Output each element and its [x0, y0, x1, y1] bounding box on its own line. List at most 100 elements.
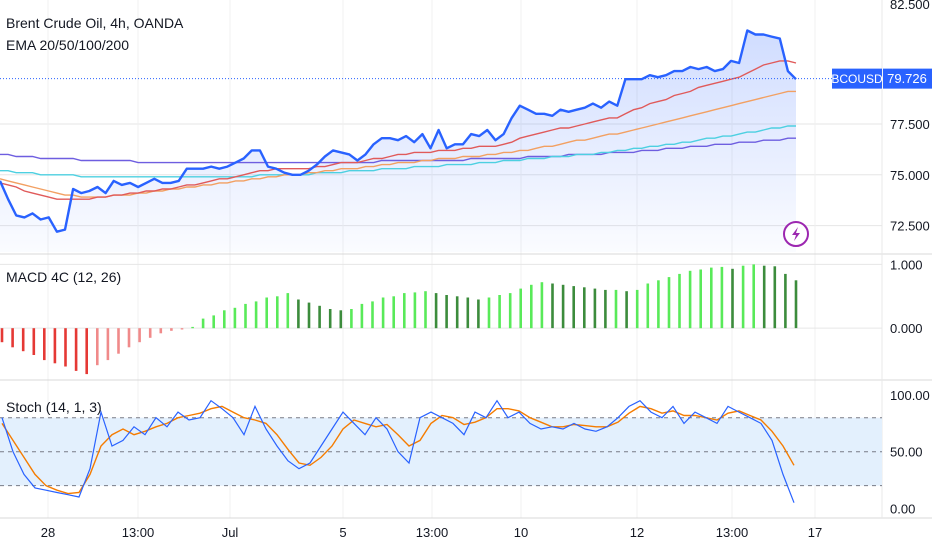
macd-bar[interactable] [138, 328, 141, 343]
stoch-k-line[interactable] [1, 399, 795, 503]
macd-bar[interactable] [64, 328, 67, 367]
macd-bar[interactable] [519, 288, 522, 329]
macd-bar[interactable] [773, 266, 777, 329]
macd-bar[interactable] [21, 328, 25, 352]
macd-bar[interactable] [614, 289, 618, 329]
symbol-label: BCOUSD [831, 72, 883, 86]
time-tick-label: 13:00 [122, 525, 155, 540]
macd-bar[interactable] [434, 293, 438, 329]
macd-bar[interactable] [403, 293, 406, 329]
macd-bar[interactable] [413, 292, 417, 329]
macd-bar[interactable] [180, 328, 184, 330]
macd-bar[interactable] [540, 282, 544, 329]
macd-bar[interactable] [498, 295, 501, 329]
macd-bar[interactable] [223, 310, 226, 329]
macd-bar[interactable] [678, 273, 681, 329]
macd-bar[interactable] [201, 318, 205, 329]
macd-bar[interactable] [667, 277, 671, 329]
macd-bar[interactable] [11, 328, 14, 348]
macd-bar[interactable] [297, 299, 300, 329]
macd-bar[interactable] [276, 296, 279, 329]
macd-histogram[interactable] [0, 264, 798, 375]
macd-bar[interactable] [286, 293, 290, 329]
macd-tick-label: 1.000 [890, 257, 923, 272]
macd-bar[interactable] [424, 291, 427, 329]
macd-bar[interactable] [466, 297, 470, 329]
macd-axis[interactable]: 1.000 0.000 [890, 257, 923, 336]
macd-bar[interactable] [360, 303, 364, 329]
stoch-tick-label: 100.00 [890, 388, 930, 403]
macd-bar[interactable] [720, 266, 724, 329]
macd-bar[interactable] [530, 284, 533, 329]
macd-bar[interactable] [212, 315, 215, 329]
time-tick-label: 10 [514, 525, 528, 540]
macd-bar[interactable] [307, 302, 311, 329]
stoch-tick-label: 0.00 [890, 501, 915, 516]
macd-bar[interactable] [455, 296, 459, 329]
macd-bar[interactable] [604, 289, 607, 329]
macd-bar[interactable] [265, 297, 268, 329]
macd-bar[interactable] [794, 280, 798, 329]
macd-bar[interactable] [752, 264, 755, 329]
macd-bar[interactable] [117, 328, 120, 354]
macd-bar[interactable] [508, 293, 512, 329]
macd-bar[interactable] [32, 328, 36, 355]
macd-bar[interactable] [784, 273, 787, 329]
macd-bar[interactable] [699, 269, 702, 329]
stoch-d-line[interactable] [1, 405, 795, 495]
macd-bar[interactable] [635, 289, 639, 329]
macd-bar[interactable] [339, 310, 343, 329]
price-line[interactable] [0, 29, 797, 233]
stoch-axis[interactable]: 100.00 50.00 0.00 [890, 388, 930, 516]
macd-bar[interactable] [0, 328, 4, 343]
macd-bar[interactable] [43, 328, 46, 361]
macd-bar[interactable] [477, 299, 480, 329]
time-tick-label: 13:00 [416, 525, 449, 540]
ema100-line[interactable] [0, 125, 796, 178]
macd-bar[interactable] [53, 328, 57, 364]
macd-bar[interactable] [487, 297, 491, 329]
macd-bar[interactable] [350, 309, 353, 329]
macd-bar[interactable] [551, 283, 554, 329]
macd-bar[interactable] [381, 297, 385, 329]
ema20-line[interactable] [0, 60, 797, 200]
macd-bar[interactable] [445, 295, 448, 329]
macd-bar[interactable] [170, 328, 173, 331]
macd-bar[interactable] [392, 296, 395, 329]
macd-bar[interactable] [710, 267, 713, 329]
macd-bar[interactable] [233, 307, 237, 329]
macd-bar[interactable] [688, 270, 692, 329]
ema200-line[interactable] [0, 137, 796, 164]
macd-bar[interactable] [244, 303, 247, 329]
macd-bar[interactable] [74, 328, 78, 371]
macd-bar[interactable] [328, 309, 332, 329]
price-axis[interactable]: 72.500 75.000 77.500 82.500 [890, 0, 930, 234]
macd-bar[interactable] [741, 265, 745, 329]
macd-bar[interactable] [625, 291, 628, 329]
last-price-value: 79.726 [887, 71, 927, 86]
price-pane[interactable] [0, 29, 882, 253]
macd-bar[interactable] [191, 326, 194, 329]
macd-bar[interactable] [371, 301, 374, 329]
macd-bar[interactable] [85, 328, 88, 375]
macd-bar[interactable] [127, 328, 131, 348]
ema50-line[interactable] [0, 90, 796, 198]
macd-bar[interactable] [96, 328, 99, 366]
macd-bar[interactable] [762, 265, 766, 329]
lightning-icon[interactable] [783, 221, 809, 247]
macd-bar[interactable] [318, 305, 321, 329]
macd-bar[interactable] [572, 286, 575, 329]
macd-bar[interactable] [561, 284, 565, 329]
macd-bar[interactable] [646, 283, 650, 329]
last-price-badge: BCOUSD 79.726 [831, 68, 932, 89]
macd-bar[interactable] [254, 301, 258, 329]
time-axis[interactable]: 28 13:00 Jul 5 13:00 10 12 13:00 17 [41, 525, 822, 540]
macd-bar[interactable] [106, 328, 110, 361]
macd-bar[interactable] [159, 328, 163, 334]
macd-bar[interactable] [148, 328, 152, 338]
macd-bar[interactable] [731, 268, 734, 329]
macd-bar[interactable] [583, 287, 586, 329]
macd-bar[interactable] [593, 288, 597, 329]
macd-bar[interactable] [657, 280, 660, 329]
